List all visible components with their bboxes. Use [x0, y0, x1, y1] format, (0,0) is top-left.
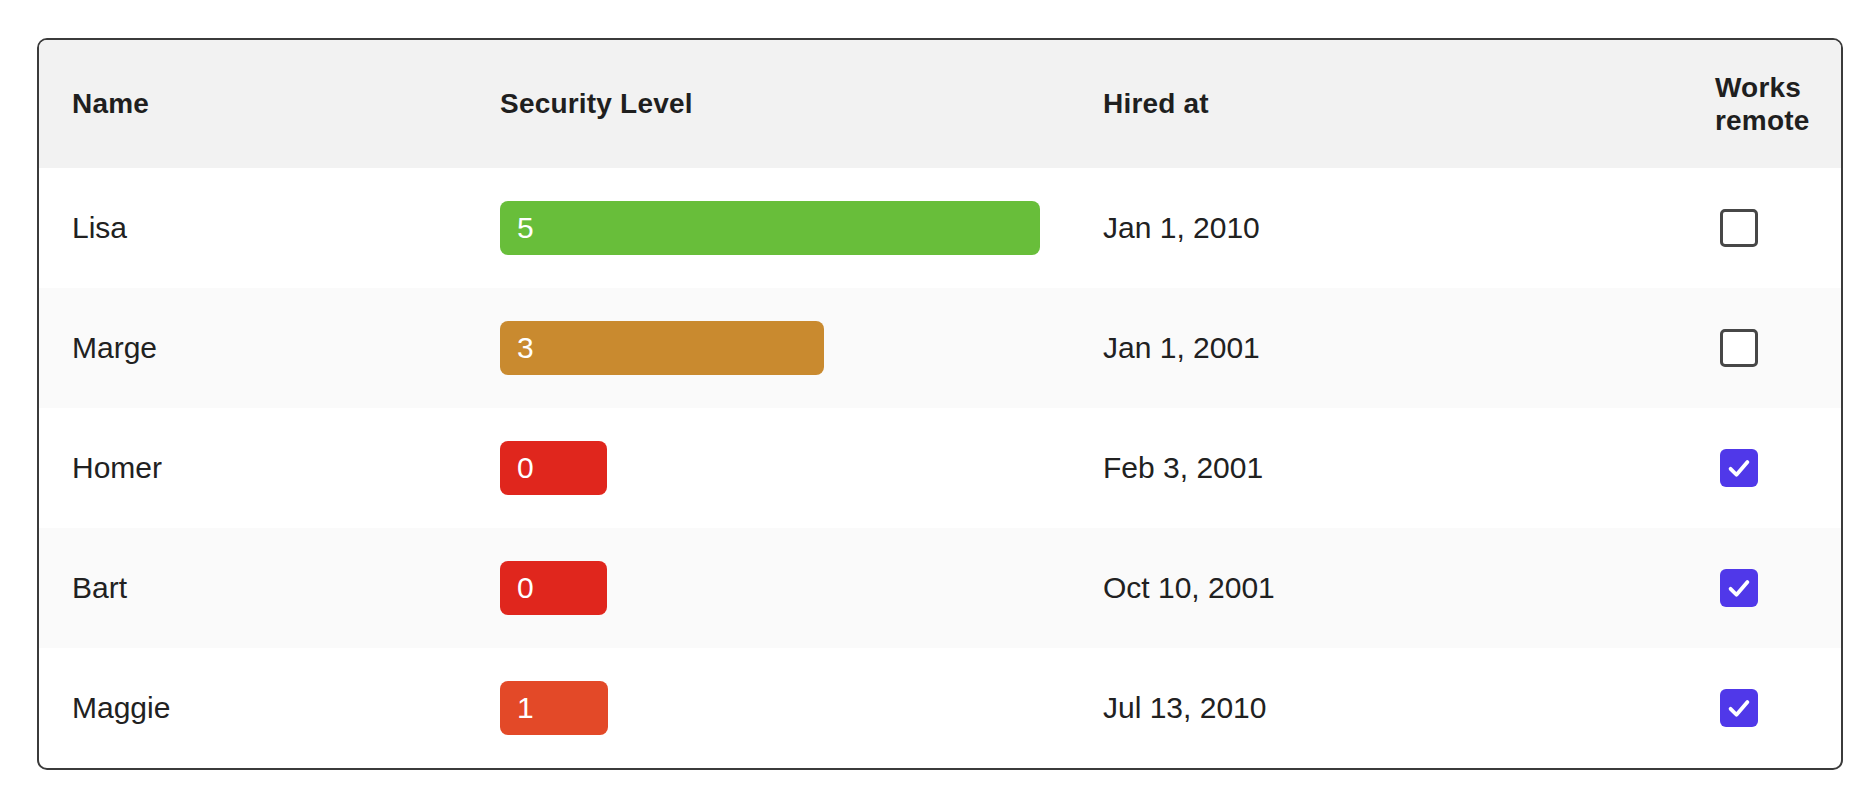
- column-header-works-remote: Works remote: [1715, 71, 1820, 137]
- name-cell: Lisa: [39, 211, 500, 245]
- column-header-name: Name: [39, 88, 500, 120]
- table-row: Marge 3 Jan 1, 2001: [39, 288, 1841, 408]
- security-level-bar: 0: [500, 441, 607, 495]
- security-level-bar: 1: [500, 681, 608, 735]
- hired-at-cell: Jan 1, 2001: [1103, 331, 1715, 365]
- checkmark-icon: [1723, 692, 1755, 724]
- security-level-value: 3: [500, 331, 534, 365]
- security-level-cell: 0: [500, 441, 1103, 495]
- table-header: Name Security Level Hired at Works remot…: [39, 40, 1841, 168]
- security-level-cell: 1: [500, 681, 1103, 735]
- works-remote-checkbox[interactable]: [1720, 209, 1758, 247]
- name-cell: Bart: [39, 571, 500, 605]
- security-level-bar: 0: [500, 561, 607, 615]
- employee-table: Name Security Level Hired at Works remot…: [37, 38, 1843, 770]
- works-remote-cell: [1715, 569, 1841, 607]
- works-remote-checkbox[interactable]: [1720, 449, 1758, 487]
- name-cell: Maggie: [39, 691, 500, 725]
- table-row: Bart 0 Oct 10, 2001: [39, 528, 1841, 648]
- table-row: Lisa 5 Jan 1, 2010: [39, 168, 1841, 288]
- column-header-security-level: Security Level: [500, 88, 1103, 120]
- works-remote-cell: [1715, 329, 1841, 367]
- works-remote-cell: [1715, 689, 1841, 727]
- works-remote-checkbox[interactable]: [1720, 569, 1758, 607]
- table-body: Lisa 5 Jan 1, 2010 Marge 3 Jan 1, 2001: [39, 168, 1841, 768]
- column-header-hired-at: Hired at: [1103, 88, 1715, 120]
- security-level-value: 5: [500, 211, 534, 245]
- hired-at-cell: Jan 1, 2010: [1103, 211, 1715, 245]
- security-level-cell: 0: [500, 561, 1103, 615]
- works-remote-checkbox[interactable]: [1720, 329, 1758, 367]
- checkmark-icon: [1723, 452, 1755, 484]
- hired-at-cell: Oct 10, 2001: [1103, 571, 1715, 605]
- works-remote-cell: [1715, 209, 1841, 247]
- security-level-value: 1: [500, 691, 534, 725]
- checkmark-icon: [1723, 572, 1755, 604]
- security-level-value: 0: [500, 571, 534, 605]
- security-level-cell: 5: [500, 201, 1103, 255]
- table-row: Homer 0 Feb 3, 2001: [39, 408, 1841, 528]
- name-cell: Marge: [39, 331, 500, 365]
- security-level-bar: 5: [500, 201, 1040, 255]
- name-cell: Homer: [39, 451, 500, 485]
- works-remote-cell: [1715, 449, 1841, 487]
- hired-at-cell: Feb 3, 2001: [1103, 451, 1715, 485]
- hired-at-cell: Jul 13, 2010: [1103, 691, 1715, 725]
- security-level-value: 0: [500, 451, 534, 485]
- security-level-bar: 3: [500, 321, 824, 375]
- works-remote-checkbox[interactable]: [1720, 689, 1758, 727]
- table-row: Maggie 1 Jul 13, 2010: [39, 648, 1841, 768]
- security-level-cell: 3: [500, 321, 1103, 375]
